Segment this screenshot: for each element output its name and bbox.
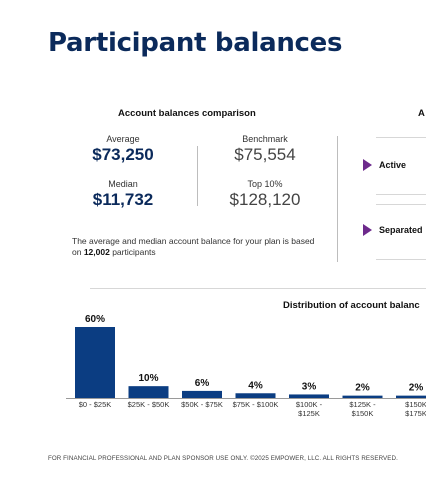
status-line [376, 204, 426, 205]
bar-value-label-5: 2% [355, 383, 370, 394]
status-line [376, 259, 426, 260]
section-divider [90, 288, 426, 289]
top10-label: Top 10% [247, 179, 283, 189]
status-line [376, 194, 426, 195]
bar-5 [342, 395, 383, 398]
bar-4 [289, 394, 329, 398]
x-tick-label-4: $100K -$125K [296, 400, 323, 418]
x-tick-label-1: $25K - $50K [128, 400, 170, 409]
stats-divider [197, 146, 198, 206]
bar-value-label-2: 6% [195, 378, 210, 389]
bar-1 [128, 386, 169, 398]
bar-6 [396, 395, 426, 398]
average-label: Average [106, 134, 140, 144]
x-tick-label-2: $50K - $75K [181, 400, 223, 409]
top10-value: $128,120 [229, 190, 301, 209]
bar-3 [235, 393, 276, 398]
x-tick-label-6: $150K $175K [405, 400, 426, 418]
status-active: Active [379, 160, 407, 170]
x-tick-label-5: $125K -$150K [349, 400, 376, 418]
bar-0 [75, 327, 115, 398]
median-label: Median [108, 179, 138, 189]
average-value: $73,250 [92, 145, 154, 164]
benchmark-label: Benchmark [242, 134, 288, 144]
comparison-note: The average and median account balance f… [72, 236, 315, 257]
active-chevron-icon [363, 159, 372, 171]
bar-value-label-0: 60% [85, 314, 105, 325]
median-value: $11,732 [92, 190, 154, 209]
bar-2 [182, 390, 222, 398]
right-panel-title: A [418, 108, 425, 119]
comparison-title: Account balances comparison [118, 108, 256, 119]
footer-disclaimer: FOR FINANCIAL PROFESSIONAL AND PLAN SPON… [48, 455, 398, 462]
page-title: Participant balances [48, 28, 343, 58]
benchmark-value: $75,554 [234, 145, 296, 164]
bar-value-label-1: 10% [138, 373, 158, 384]
separated-chevron-icon [363, 224, 372, 236]
x-tick-label-0: $0 - $25K [79, 400, 112, 409]
panel-divider [337, 136, 338, 262]
distribution-chart: 60% $0 - $25K 10% $25K - $50K 6% $50K - $75K 4… [66, 314, 426, 418]
bar-value-label-3: 4% [248, 380, 263, 391]
status-separated: Separated [379, 225, 423, 235]
distribution-title: Distribution of account balanc [283, 300, 420, 311]
x-tick-label-3: $75K - $100K [233, 400, 279, 409]
bar-value-label-6: 2% [409, 383, 424, 394]
status-line [376, 137, 426, 138]
bar-value-label-4: 3% [302, 381, 317, 392]
